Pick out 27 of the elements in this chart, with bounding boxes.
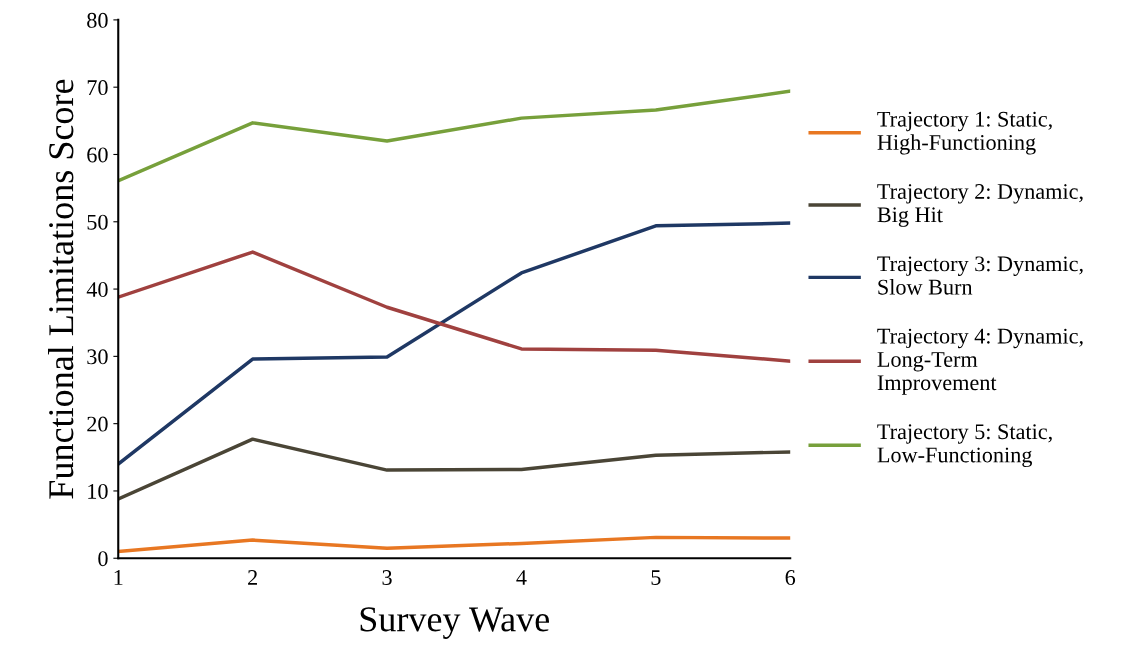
- x-tick-label: 1: [114, 570, 123, 585]
- x-tick-label: 4: [516, 570, 527, 585]
- y-tick-label: 0: [98, 551, 108, 567]
- x-tick-label: 3: [382, 570, 392, 585]
- line-series: [118, 250, 791, 363]
- y-axis-title: Functional Limitations Score: [48, 79, 74, 499]
- x-tick-label: 6: [785, 570, 796, 585]
- legend-label: Trajectory 4: Dynamic, Long-Term Improvement: [877, 328, 1083, 395]
- y-tick-label: 30: [87, 349, 108, 365]
- x-tick-label: 5: [651, 570, 661, 585]
- legend-label: Trajectory 3: Dynamic, Slow Burn: [877, 256, 1083, 295]
- y-tick-label: 40: [86, 282, 108, 297]
- line-series: [118, 89, 791, 183]
- y-tick-label: 80: [87, 12, 108, 28]
- x-axis-title: Survey Wave: [360, 607, 549, 639]
- line-series: [118, 437, 791, 501]
- line-series: [118, 221, 791, 466]
- legend-label: Trajectory 2: Dynamic, Big Hit: [877, 184, 1083, 227]
- y-tick-label: 20: [87, 416, 108, 432]
- y-tick-label: 60: [87, 147, 108, 163]
- y-tick-label: 50: [87, 214, 108, 230]
- line-series: [118, 535, 791, 554]
- legend-label: Trajectory 5: Static, Low-Functioning: [877, 424, 1052, 468]
- x-tick-label: 2: [248, 570, 257, 585]
- y-tick-label: 10: [88, 483, 108, 499]
- y-tick-label: 70: [87, 80, 108, 96]
- legend-label: Trajectory 1: Static, High-Functioning: [877, 111, 1052, 155]
